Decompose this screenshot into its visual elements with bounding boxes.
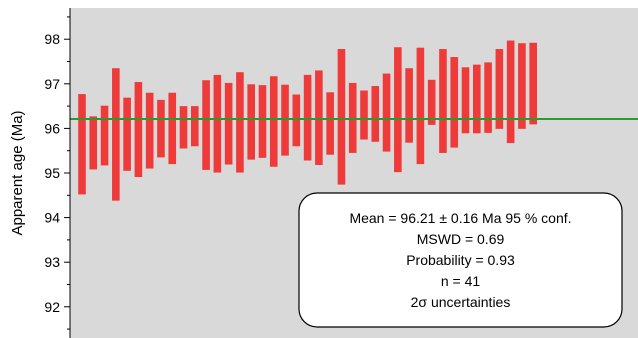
age-bar (112, 68, 120, 201)
age-bar (303, 74, 312, 161)
stats-mswd: MSWD = 0.69 (417, 231, 505, 247)
age-bar (78, 94, 86, 195)
age-bar (360, 90, 368, 140)
age-bar (213, 74, 222, 173)
y-tick-label: 93 (44, 254, 60, 270)
age-bar (145, 92, 154, 169)
age-bar (191, 106, 199, 147)
age-bar (529, 42, 537, 125)
age-bar (269, 76, 278, 167)
age-bar (337, 49, 346, 185)
age-bar (518, 43, 526, 129)
age-bar (484, 62, 492, 133)
y-axis: 92 93 94 95 96 97 98 (44, 8, 71, 338)
age-bar (100, 105, 109, 166)
age-bar (202, 80, 210, 170)
age-bar (326, 92, 334, 155)
age-bar (461, 67, 470, 134)
age-bar (382, 73, 391, 152)
age-bar (416, 47, 425, 165)
age-bar (292, 94, 301, 147)
age-bar (157, 99, 165, 158)
y-axis-label: Apparent age (Ma) (9, 110, 26, 235)
y-tick-label: 96 (44, 120, 60, 136)
plot-area (70, 8, 638, 338)
age-bar (506, 40, 515, 144)
age-bar (450, 57, 459, 148)
y-tick-label: 97 (44, 76, 60, 92)
age-bar (258, 85, 267, 158)
age-bar (123, 97, 131, 171)
age-bar (89, 116, 98, 170)
age-bar (405, 68, 413, 143)
age-bar (427, 79, 436, 125)
y-tick-label: 98 (44, 31, 60, 47)
stats-uncertainty: 2σ uncertainties (411, 294, 511, 310)
y-tick-label: 92 (44, 299, 60, 315)
age-bar (315, 70, 323, 165)
age-bar (473, 64, 481, 134)
age-bar (224, 82, 233, 165)
age-bar (281, 84, 289, 156)
stats-mean: Mean = 96.21 ± 0.16 Ma 95 % conf. (349, 210, 571, 226)
age-bar (371, 86, 380, 142)
y-tick-label: 94 (44, 210, 60, 226)
y-tick-label: 95 (44, 165, 60, 181)
age-bar (247, 84, 255, 160)
stats-n: n = 41 (441, 273, 481, 289)
stats-box: Mean = 96.21 ± 0.16 Ma 95 % conf. MSWD = … (298, 192, 623, 328)
age-bar (439, 49, 447, 153)
age-bar (168, 92, 177, 165)
stats-probability: Probability = 0.93 (406, 252, 515, 268)
age-bar (134, 82, 143, 178)
age-bar (348, 82, 357, 153)
age-bar (394, 47, 402, 173)
age-bar (236, 72, 244, 173)
age-bar (495, 49, 504, 129)
age-bar (179, 106, 188, 149)
stats-box-frame (298, 192, 623, 328)
